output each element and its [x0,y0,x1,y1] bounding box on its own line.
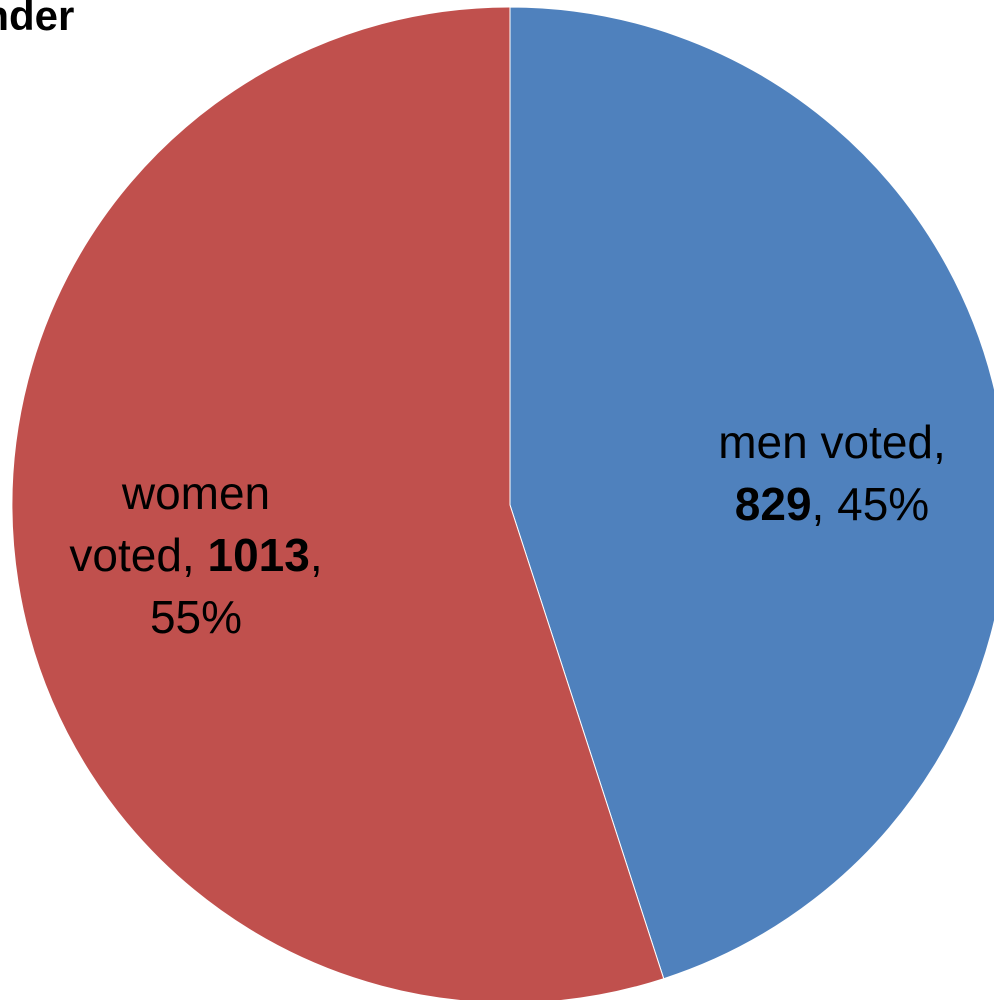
slice-label-text: voted, [69,529,207,581]
chart-title: ender [0,0,74,39]
pie-slice-men-voted [509,6,994,980]
slice-label-text: , 45% [812,478,930,530]
slice-label-text: women [121,467,270,519]
slice-label-text: , [310,529,323,581]
slice-label-value: 1013 [207,529,309,581]
pie-slices [11,6,994,1000]
pie-slice-women-voted [11,6,665,1000]
slice-label-text: 55% [150,591,242,643]
slice-label-men-voted: men voted, 829, 45% [718,416,946,530]
slice-label-text: men voted, [718,416,946,468]
slice-label-women-voted: women voted, 1013, 55% [69,467,322,643]
slice-label-value: 829 [735,478,812,530]
pie-labels: men voted, 829, 45% women voted, 1013, 55% [69,416,945,643]
